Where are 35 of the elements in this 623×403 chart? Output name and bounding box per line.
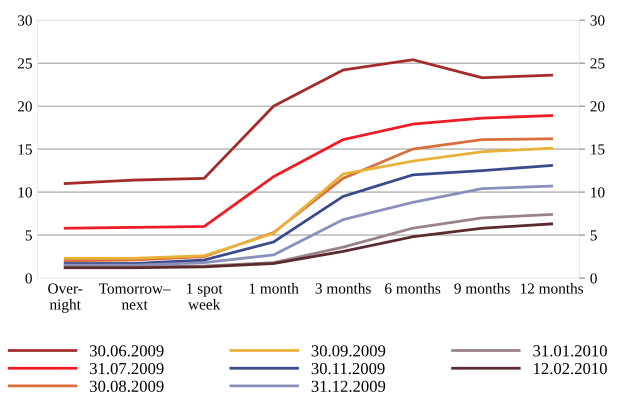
y2-tick-label: 20 <box>590 101 604 112</box>
x-tick-label: 1 month <box>250 282 299 294</box>
line-series <box>64 164 553 265</box>
legend-label: 31.07.2009 <box>90 362 164 374</box>
legend-label: 30.11.2009 <box>312 362 385 374</box>
legend-label: 30.06.2009 <box>90 345 164 357</box>
line-series <box>64 114 553 230</box>
y-tick-label: 25 <box>18 58 32 69</box>
legend-label: 31.01.2010 <box>533 345 607 357</box>
x-tick-label: Over- night <box>48 283 82 313</box>
y2-tick-label: 10 <box>591 187 604 198</box>
y-tick-label: 0 <box>25 273 32 284</box>
y-tick-label: 30 <box>18 15 32 26</box>
legend-label: 30.09.2009 <box>312 345 386 357</box>
y-tick-label: 15 <box>18 144 32 155</box>
y-tick-label: 10 <box>18 187 32 198</box>
x-tick-label: 3 months <box>316 282 371 294</box>
x-tick-label: Tomorrow– next <box>98 284 171 310</box>
x-tick-label: 12 months <box>520 282 584 294</box>
x-tick-label: 1 spot week <box>187 283 223 310</box>
line-series <box>64 58 553 185</box>
line-series <box>64 184 553 267</box>
y2-tick-label: 25 <box>590 58 604 69</box>
x-tick-label: 6 months <box>385 282 440 294</box>
y2-tick-label: 30 <box>590 15 604 26</box>
legend-label: 30.08.2009 <box>90 380 164 392</box>
y2-tick-label: 15 <box>591 144 604 155</box>
line-series <box>64 222 553 270</box>
y2-tick-label: 5 <box>590 230 597 241</box>
y-tick-label: 5 <box>26 230 32 241</box>
legend-label: 31.12.2009 <box>312 380 386 392</box>
y-tick-label: 20 <box>18 101 32 112</box>
x-tick-label: 9 months <box>454 282 510 294</box>
y2-tick-label: 0 <box>590 273 597 284</box>
legend-label: 12.02.2010 <box>534 362 607 374</box>
